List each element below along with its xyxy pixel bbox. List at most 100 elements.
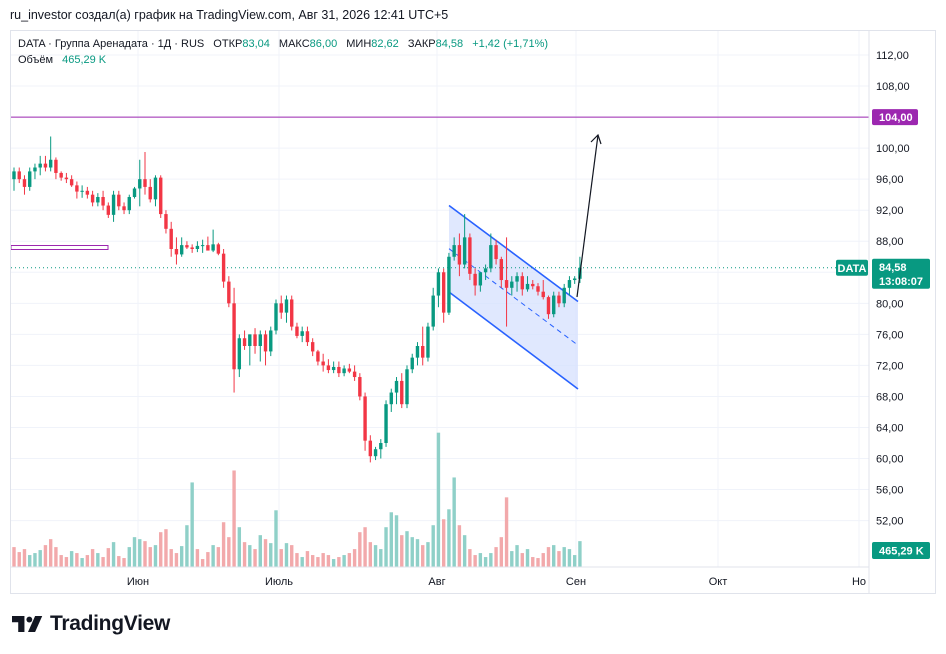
last-price-tag-countdown: 13:08:07: [879, 276, 923, 288]
candle-body: [499, 259, 504, 281]
candle: [295, 322, 299, 339]
candle-body: [405, 369, 409, 405]
candle-body: [473, 273, 477, 286]
candle-body: [310, 342, 315, 352]
last-price-tag-bg: [872, 258, 930, 289]
candle: [552, 291, 556, 318]
candle: [468, 233, 472, 281]
candle-body: [33, 167, 37, 172]
candle-body: [269, 330, 273, 352]
volume-bar: [546, 547, 551, 567]
candle: [43, 155, 48, 172]
candle-body: [101, 197, 105, 206]
candle-body: [80, 190, 84, 192]
candle: [164, 210, 168, 234]
volume-bar: [106, 548, 111, 567]
tradingview-logo-text: TradingView: [50, 612, 171, 635]
volume-bar: [69, 551, 74, 567]
legend-symbol[interactable]: DATA · Группа Аренадата · 1Д · RUS: [18, 38, 205, 50]
candle: [28, 167, 32, 191]
volume-bar: [363, 527, 367, 567]
candle-body: [279, 303, 283, 313]
chart-frame: 112,00 108,00 104,00 100,00 96,00 92,00 88,00 8…: [10, 30, 936, 594]
volume-tag-bg: [872, 542, 930, 559]
price-tick-label: 76,00: [876, 329, 904, 341]
volume-bar: [75, 553, 79, 567]
candle-body: [358, 377, 362, 397]
volume-bar: [117, 556, 121, 567]
candle: [326, 359, 331, 374]
candle: [248, 334, 252, 366]
candle: [305, 326, 310, 346]
legend-low: 82,62: [371, 38, 399, 50]
candle: [352, 365, 357, 381]
candle-body: [368, 440, 373, 457]
candle-body: [295, 326, 299, 336]
legend-change: +1,42 (+1,71%): [472, 38, 549, 50]
volume-bar: [352, 549, 357, 567]
candle: [153, 175, 158, 207]
level-tag-value: 104,00: [879, 112, 913, 124]
candle: [441, 268, 446, 323]
candle-body: [462, 237, 467, 265]
candle: [368, 435, 373, 463]
candle: [242, 330, 247, 350]
candle-body: [143, 179, 147, 187]
drawings: [11, 116, 869, 390]
candle: [64, 172, 69, 184]
candle: [185, 241, 189, 249]
candle-body: [321, 361, 325, 366]
candle-body: [54, 159, 58, 173]
volume-bar: [237, 527, 242, 567]
price-chart[interactable]: 112,00 108,00 104,00 100,00 96,00 92,00 88,00 8…: [11, 31, 935, 593]
candle: [169, 221, 173, 257]
volume-bar: [347, 553, 352, 567]
candle: [494, 239, 498, 265]
candle-body: [96, 197, 100, 203]
candle: [179, 237, 184, 257]
volume-bar: [520, 553, 524, 567]
candle: [337, 361, 341, 378]
candle: [216, 242, 221, 256]
candle: [421, 326, 425, 366]
candle-body: [494, 245, 498, 260]
volume-bar: [531, 557, 535, 567]
candle-body: [164, 214, 168, 229]
candle: [122, 202, 126, 215]
volume-bar: [373, 545, 378, 567]
volume-bar: [441, 519, 446, 567]
candle-body: [441, 272, 446, 313]
volume-bar: [211, 545, 215, 567]
candle: [279, 295, 283, 319]
candle-body: [284, 299, 289, 313]
volume-bar: [90, 549, 95, 567]
legend-volume-label[interactable]: Объём: [18, 54, 54, 66]
volume-bar: [510, 551, 514, 567]
candle: [310, 338, 315, 357]
candle: [572, 276, 577, 284]
volume-bar: [310, 555, 315, 567]
volume-bar: [101, 557, 105, 567]
candle: [96, 193, 100, 207]
volume-bar: [174, 553, 179, 567]
candle: [373, 446, 378, 461]
volume-bar: [43, 545, 48, 567]
candle-body: [64, 177, 69, 180]
candle-body: [457, 245, 462, 265]
candle: [562, 283, 566, 308]
volume-bar: [421, 545, 425, 567]
candle: [33, 163, 37, 180]
price-tags: 104,00 DATA 84,58 13:08:07 465,29 K: [836, 109, 930, 559]
candle: [316, 349, 320, 366]
candle: [499, 256, 504, 288]
candle-body: [436, 272, 441, 296]
candle-body: [337, 366, 341, 374]
channel-fill: [449, 205, 578, 389]
symbol-tag-bg: [836, 259, 868, 276]
candle-body: [447, 256, 451, 313]
candle: [379, 439, 383, 459]
forecast-arrow-line: [576, 134, 599, 298]
candle: [12, 167, 16, 191]
last-price-tag-value: 84,58: [879, 262, 907, 274]
tradingview-logo[interactable]: TradingView: [12, 612, 170, 636]
